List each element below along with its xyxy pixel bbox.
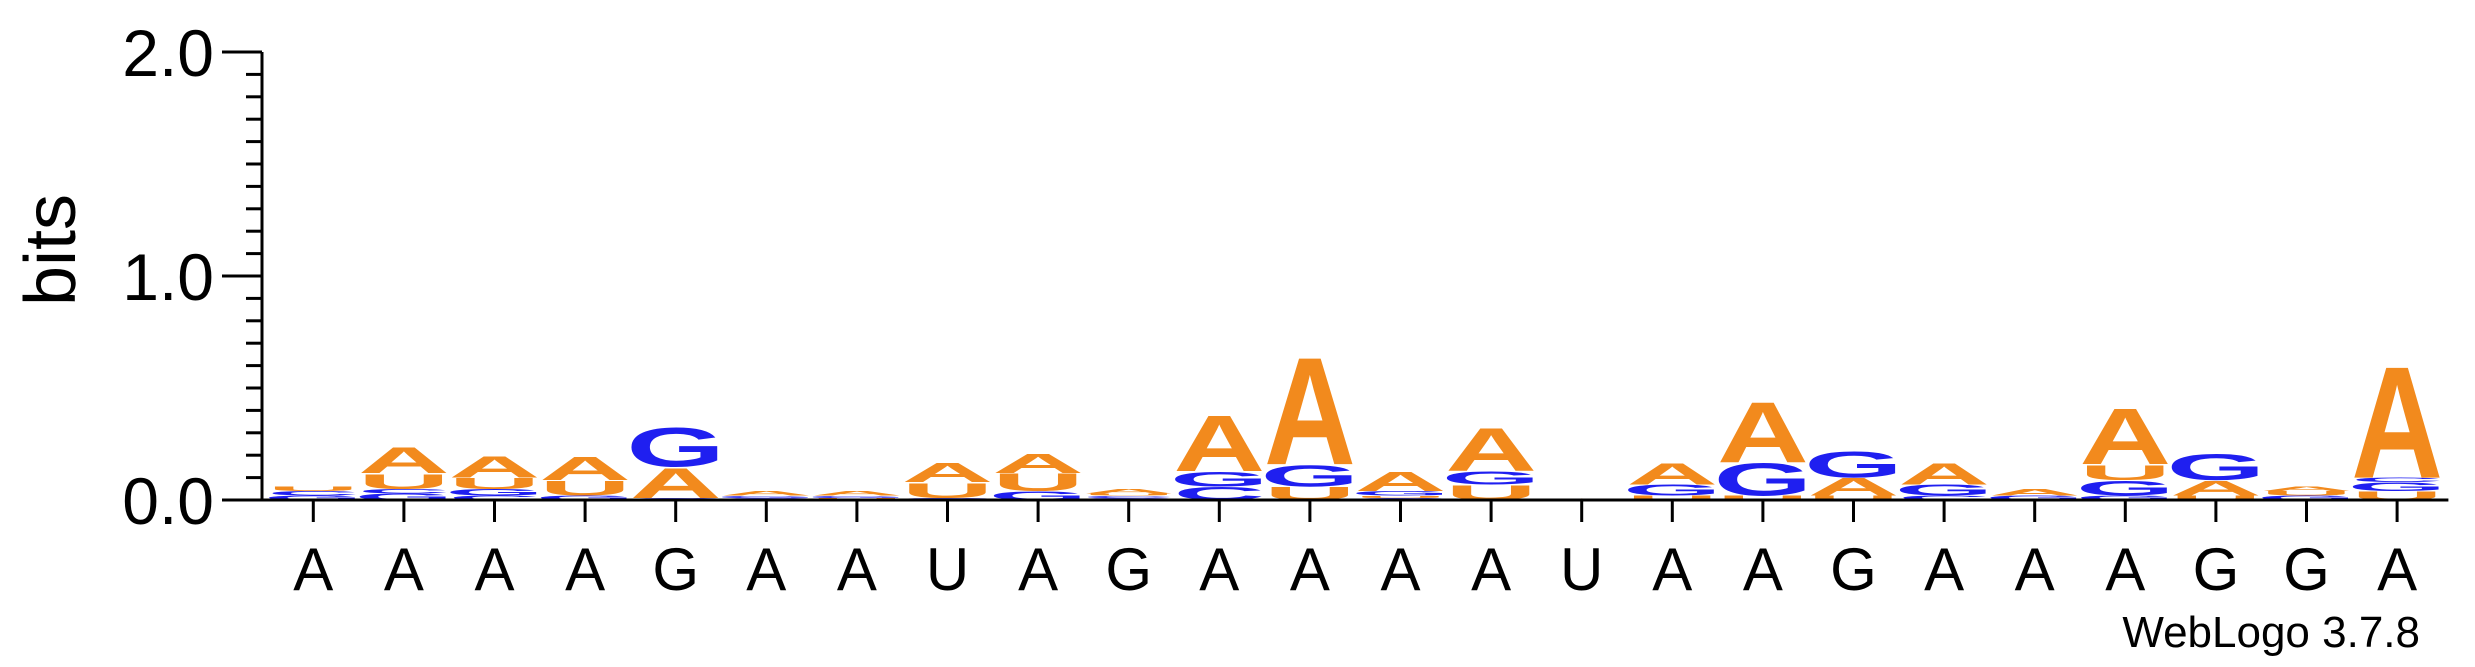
x-tick-label: A <box>1924 536 1964 603</box>
logo-glyph-C: C <box>267 490 359 497</box>
y-tick-label: 1.0 <box>122 240 214 314</box>
logo-glyph-U: U <box>1083 493 1175 496</box>
logo-glyph-C: C <box>1898 495 1990 502</box>
x-tick-label: A <box>1471 536 1511 603</box>
logo-glyph-G: G <box>1895 482 1994 499</box>
x-tick-label: A <box>1290 536 1330 603</box>
logo-glyph-U: U <box>902 478 994 502</box>
logo-glyph-G: G <box>1170 467 1269 491</box>
logo-glyph-C: C <box>449 495 541 502</box>
logo-glyph-G: G <box>445 487 544 497</box>
logo-glyph-A: A <box>1173 399 1265 488</box>
logo-glyph-A: A <box>2079 393 2171 482</box>
logo-glyph-U: U <box>2079 461 2171 485</box>
logo-glyph-A: A <box>358 440 450 481</box>
logo-glyph-G: G <box>264 495 363 502</box>
x-tick-label: G <box>1830 536 1877 603</box>
logo-glyph-A: A <box>1083 488 1175 495</box>
x-tick-label: G <box>652 536 699 603</box>
logo-glyph-U: U <box>1355 495 1447 498</box>
x-tick-label: G <box>2283 536 2330 603</box>
x-tick-label: A <box>1199 536 1239 603</box>
logo-glyph-U: U <box>1626 495 1718 502</box>
logo-glyph-G: G <box>717 495 816 498</box>
logo-glyph-G: G <box>2166 446 2265 487</box>
logo-glyph-U: U <box>267 486 359 493</box>
logo-glyph-A: A <box>720 490 812 497</box>
logo-glyph-U: U <box>449 475 541 492</box>
logo-glyph-G: G <box>536 495 635 502</box>
logo-glyph-A: A <box>811 490 903 497</box>
x-tick-label: G <box>2193 536 2240 603</box>
x-tick-label: A <box>746 536 786 603</box>
logo-glyph-A: A <box>992 448 1084 479</box>
x-tick-label: A <box>293 536 333 603</box>
logo-glyph-C: C <box>2351 477 2443 484</box>
logo-glyph-G: G <box>354 492 453 502</box>
logo-glyphs: GCUGCUACGUAGUACAGCGAUGAGUAGUAGCUACGAUGAC… <box>264 325 2447 512</box>
x-tick-label: A <box>1743 536 1783 603</box>
x-tick-label: G <box>1105 536 1152 603</box>
x-tick-label: A <box>474 536 514 603</box>
logo-glyph-G: G <box>1804 444 1903 485</box>
logo-glyph-A: A <box>2170 476 2262 500</box>
logo-glyph-A: A <box>1445 416 1537 484</box>
logo-glyph-U: U <box>1808 495 1900 502</box>
logo-glyph-U: U <box>992 469 1084 496</box>
logo-glyph-U: U <box>358 469 450 493</box>
y-axis: 0.0 1.0 2.0 <box>122 16 264 538</box>
y-tick-label: 0.0 <box>122 464 214 538</box>
logo-glyph-G: G <box>1260 459 1359 494</box>
logo-glyph-A: A <box>449 450 541 485</box>
logo-glyph-U: U <box>2261 490 2353 497</box>
logo-glyph-A: A <box>539 449 631 487</box>
weblogo-credit: WebLogo 3.7.8 <box>2122 608 2420 657</box>
logo-glyph-A: A <box>1989 487 2081 497</box>
logo-glyph-U: U <box>2170 495 2262 502</box>
x-tick-label: A <box>1380 536 1420 603</box>
x-tick-label: A <box>1652 536 1692 603</box>
logo-glyph-A: A <box>1808 474 1900 501</box>
x-tick-label: A <box>837 536 877 603</box>
logo-glyph-A: A <box>2261 486 2353 493</box>
logo-glyph-A: A <box>1626 456 1718 491</box>
x-tick-label: U <box>1560 536 1603 603</box>
y-axis-label: bits <box>11 194 91 306</box>
logo-glyph-A: A <box>1264 325 1356 497</box>
logo-glyph-C: C <box>1083 495 1175 498</box>
logo-glyph-A: A <box>1355 466 1447 497</box>
x-tick-label: A <box>2105 536 2145 603</box>
x-tick-label: A <box>1018 536 1058 603</box>
logo-glyph-A: A <box>1717 384 1809 480</box>
logo-glyph-U: U <box>1717 495 1809 502</box>
logo-glyph-G: G <box>626 416 725 478</box>
x-tick-label: A <box>2015 536 2055 603</box>
logo-glyph-G: G <box>1442 468 1541 488</box>
x-tick-label: A <box>384 536 424 603</box>
logo-glyph-G: G <box>2076 495 2175 502</box>
logo-glyph-A: A <box>2351 333 2443 512</box>
logo-glyph-U: U <box>539 476 631 500</box>
logo-glyph-A: A <box>1898 456 1990 491</box>
logo-glyph-G: G <box>1351 490 1450 497</box>
logo-glyph-G: G <box>807 495 906 498</box>
logo-glyph-G: G <box>2257 495 2356 502</box>
logo-glyph-C: C <box>358 488 450 495</box>
x-tick-label: A <box>565 536 605 603</box>
logo-glyph-A: A <box>902 457 994 488</box>
logo-glyph-G: G <box>1985 495 2084 502</box>
logo-glyph-G: G <box>2076 476 2175 500</box>
y-tick-label: 2.0 <box>122 16 214 90</box>
logo-glyph-G: G <box>2348 480 2447 494</box>
x-tick-label: A <box>2377 536 2417 603</box>
x-tick-label: U <box>926 536 969 603</box>
logo-glyph-G: G <box>1623 482 1722 499</box>
logo-glyph-G: G <box>1713 454 1812 506</box>
